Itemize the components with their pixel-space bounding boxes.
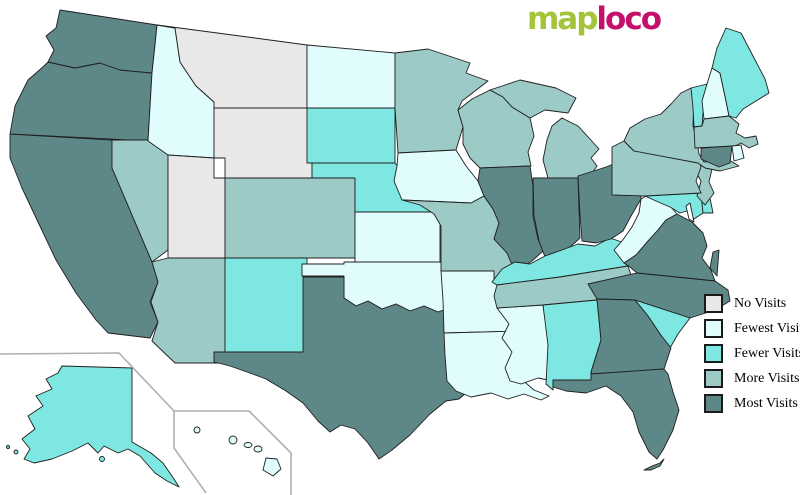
state-minnesota <box>395 49 488 153</box>
state-massachusetts <box>694 116 758 148</box>
fewest-visits-label: Fewest Visits <box>734 320 800 336</box>
state-florida-keys <box>644 459 664 470</box>
state-arizona <box>151 258 225 363</box>
state-north-dakota <box>307 45 395 108</box>
state-kansas <box>355 212 440 262</box>
state-oregon <box>10 62 152 141</box>
state-alaska-island <box>100 457 105 462</box>
state-alaska-aleutian-island <box>14 450 18 454</box>
state-montana <box>157 25 307 108</box>
state-florida <box>553 369 679 459</box>
legend-row-fewer-visits: Fewer Visits <box>704 341 800 366</box>
most-visits-swatch <box>704 394 723 413</box>
state-michigan-upper <box>490 80 576 118</box>
state-utah <box>168 155 225 258</box>
state-alaska-aleutian-island <box>7 446 10 449</box>
chesapeake-bay <box>686 203 694 222</box>
fewer-visits-swatch <box>704 344 723 363</box>
most-visits-label: Most Visits <box>734 395 798 411</box>
logo-loco-text: loco <box>596 1 662 37</box>
more-visits-label: More Visits <box>734 370 800 386</box>
state-new-mexico <box>225 258 307 362</box>
state-hawaii-maui <box>254 446 262 452</box>
legend-row-most-visits: Most Visits <box>704 391 800 416</box>
maploco-logo[interactable]: maploco <box>527 1 662 37</box>
state-hawaii-kauai <box>194 427 200 433</box>
state-hawaii-big-island <box>263 458 281 476</box>
state-alaska <box>22 366 179 487</box>
state-connecticut <box>701 146 732 167</box>
state-colorado <box>225 178 355 258</box>
state-georgia <box>591 299 671 374</box>
fewest-visits-swatch <box>704 319 723 338</box>
legend-row-no-visits: No Visits <box>704 291 800 316</box>
logo-map-text: map <box>527 1 598 37</box>
more-visits-swatch <box>704 369 723 388</box>
no-visits-swatch <box>704 294 723 313</box>
state-rhode-island <box>732 145 744 161</box>
no-visits-label: No Visits <box>734 295 787 311</box>
state-virginia-eastern-shore <box>710 250 719 276</box>
legend-row-fewest-visits: Fewest Visits <box>704 316 800 341</box>
state-hawaii-molokai <box>244 443 252 448</box>
state-washington <box>46 10 157 73</box>
state-south-dakota <box>307 108 395 163</box>
state-hawaii-oahu <box>229 436 237 444</box>
fewer-visits-label: Fewer Visits <box>734 345 800 361</box>
legend: No Visits Fewest Visits Fewer Visits Mor… <box>704 291 800 416</box>
state-texas <box>214 277 467 459</box>
legend-row-more-visits: More Visits <box>704 366 800 391</box>
state-wyoming <box>214 108 312 178</box>
state-michigan-mitten <box>543 118 599 178</box>
hawaii-inset-border <box>174 411 291 495</box>
state-maine <box>712 28 769 118</box>
